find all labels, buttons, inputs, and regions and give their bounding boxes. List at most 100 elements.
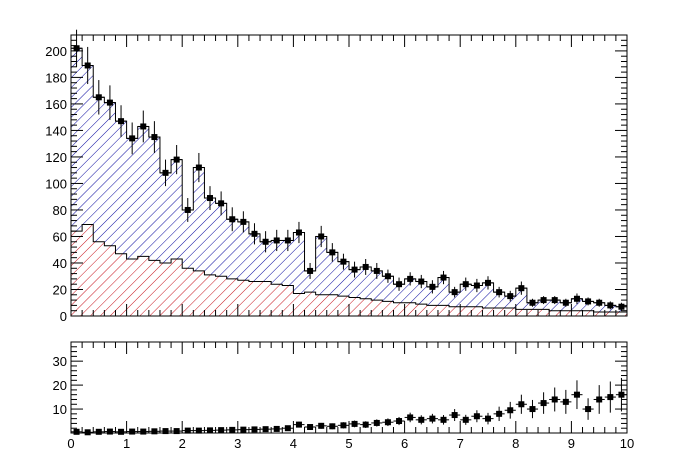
ratio-point bbox=[549, 387, 561, 412]
red-series-outline bbox=[71, 224, 627, 313]
red-hatched-area bbox=[71, 224, 627, 316]
data-point bbox=[549, 296, 561, 305]
x-tick-label: 3 bbox=[234, 436, 241, 451]
data-point bbox=[449, 286, 461, 298]
data-point bbox=[71, 29, 83, 67]
ratio-point bbox=[382, 418, 394, 427]
x-tick-label: 0 bbox=[67, 436, 74, 451]
ratio-points bbox=[71, 377, 627, 436]
data-point bbox=[326, 243, 338, 262]
x-tick-label: 6 bbox=[401, 436, 408, 451]
data-point bbox=[204, 186, 216, 210]
ratio-point bbox=[493, 406, 505, 422]
ratio-point bbox=[604, 381, 616, 413]
y-tick-label: 120 bbox=[45, 150, 67, 165]
ratio-point bbox=[360, 421, 372, 428]
x-tick-label: 9 bbox=[568, 436, 575, 451]
ratio-point bbox=[215, 427, 227, 434]
y-tick-label: 200 bbox=[45, 44, 67, 59]
ratio-point bbox=[482, 412, 494, 425]
data-point bbox=[604, 301, 616, 310]
data-point bbox=[538, 296, 550, 305]
data-point bbox=[137, 110, 149, 143]
y-tick-label: 0 bbox=[60, 309, 67, 324]
ratio-point bbox=[393, 416, 405, 426]
data-point bbox=[93, 80, 105, 115]
data-point bbox=[337, 253, 349, 270]
data-point bbox=[404, 272, 416, 286]
data-point bbox=[315, 225, 327, 248]
ratio-point bbox=[271, 425, 283, 432]
data-point bbox=[482, 276, 494, 290]
data-point bbox=[560, 298, 572, 307]
ratio-point bbox=[515, 394, 527, 414]
data-point bbox=[193, 152, 205, 183]
data-point bbox=[159, 159, 172, 187]
ratio-point bbox=[471, 410, 483, 423]
ratio-plot-frame bbox=[71, 342, 627, 433]
y-tick-label: 20 bbox=[53, 378, 67, 393]
data-point bbox=[260, 231, 272, 253]
ratio-panel: 10 20 30 0 1 2 3 4 5 6 7 8 9 10 bbox=[53, 341, 634, 451]
x-tick-label: 2 bbox=[179, 436, 186, 451]
data-points bbox=[71, 29, 627, 311]
data-point bbox=[415, 274, 427, 289]
ratio-point bbox=[504, 401, 516, 419]
ratio-point bbox=[560, 389, 572, 414]
ratio-point bbox=[404, 412, 416, 423]
ratio-point bbox=[104, 428, 116, 435]
data-point bbox=[382, 269, 394, 283]
ratio-point bbox=[148, 428, 160, 435]
blue-hatched-area bbox=[71, 48, 627, 316]
x-tick-label: 10 bbox=[620, 436, 634, 451]
data-point bbox=[493, 286, 505, 298]
data-point bbox=[437, 270, 450, 285]
y-tick-label: 180 bbox=[45, 70, 67, 85]
ratio-point bbox=[315, 422, 327, 429]
ratio-point bbox=[349, 420, 361, 428]
data-point bbox=[226, 207, 238, 232]
ratio-point bbox=[460, 414, 472, 425]
ratio-point bbox=[204, 427, 216, 434]
ratio-point bbox=[415, 415, 427, 425]
data-point bbox=[593, 298, 605, 307]
ratio-point bbox=[237, 426, 249, 433]
x-tick-label: 8 bbox=[512, 436, 519, 451]
y-tick-label: 60 bbox=[53, 229, 67, 244]
ratio-point bbox=[337, 422, 349, 429]
ratio-point bbox=[171, 428, 183, 435]
x-tick-label: 5 bbox=[345, 436, 352, 451]
data-point bbox=[148, 121, 160, 153]
data-point bbox=[82, 46, 94, 85]
data-point bbox=[293, 221, 305, 244]
ratio-point bbox=[248, 426, 261, 433]
ratio-point bbox=[526, 399, 539, 419]
data-point bbox=[104, 85, 116, 120]
ratio-point bbox=[371, 419, 383, 427]
ratio-point bbox=[426, 413, 438, 424]
ratio-point bbox=[571, 380, 583, 410]
ratio-point bbox=[182, 427, 194, 434]
ratio-point bbox=[159, 428, 172, 435]
data-point bbox=[171, 145, 183, 175]
y-tick-label: 20 bbox=[53, 282, 67, 297]
ratio-point bbox=[260, 426, 272, 433]
data-point bbox=[471, 278, 483, 293]
data-point bbox=[426, 280, 438, 294]
data-point bbox=[371, 262, 383, 279]
ratio-point bbox=[326, 423, 338, 430]
ratio-point bbox=[582, 398, 594, 420]
data-point bbox=[237, 211, 249, 233]
data-point bbox=[349, 261, 361, 278]
main-axes: 0 20 40 60 80 100 120 140 160 180 200 bbox=[45, 34, 628, 324]
data-point bbox=[515, 281, 527, 295]
data-point bbox=[615, 302, 627, 311]
x-tick-label: 4 bbox=[290, 436, 297, 451]
data-point bbox=[460, 277, 472, 291]
data-point bbox=[571, 293, 583, 305]
y-tick-label: 40 bbox=[53, 256, 67, 271]
data-point bbox=[271, 229, 283, 252]
ratio-point bbox=[193, 427, 205, 434]
data-point bbox=[360, 259, 372, 275]
